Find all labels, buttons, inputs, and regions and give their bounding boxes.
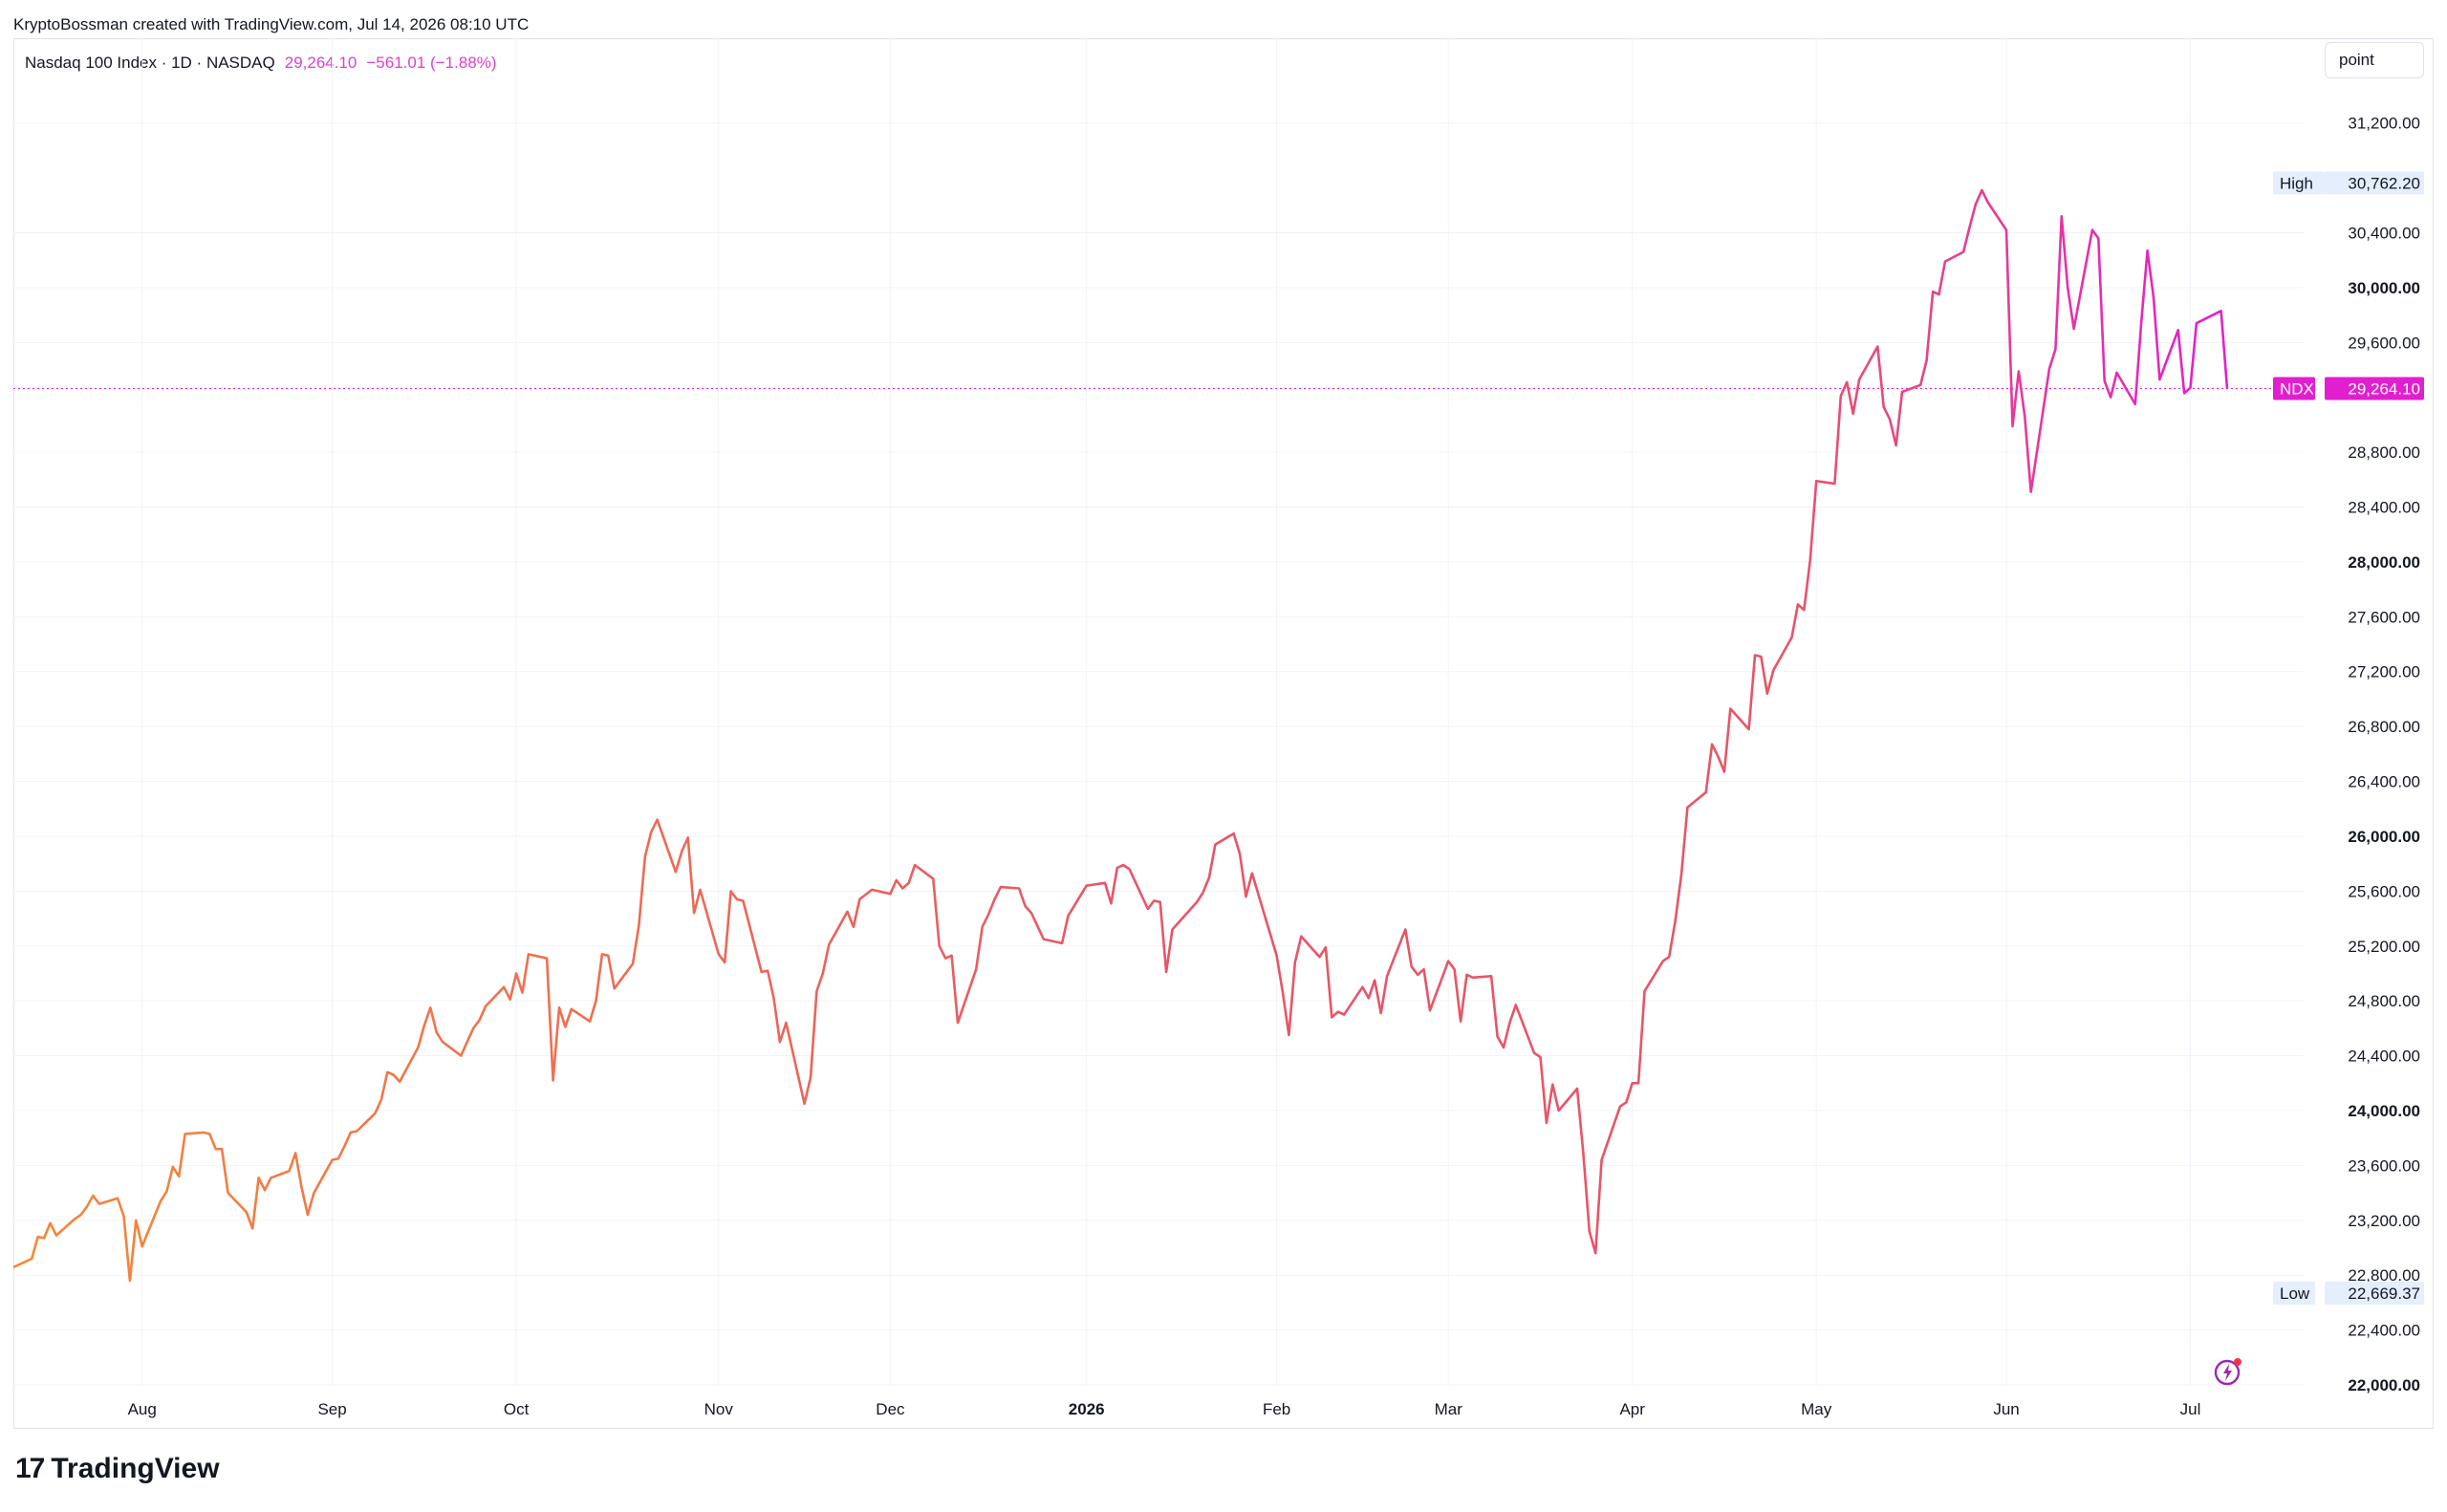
y-axis[interactable]: 31,200.00 30,400.00 30,000.00 29,600.00 28,8… — [2348, 115, 2420, 1394]
y-tick-label: 26,000.00 — [2348, 828, 2420, 846]
tradingview-mark-icon: 17 — [15, 1453, 45, 1484]
y-tick-label: 23,600.00 — [2348, 1156, 2420, 1175]
x-tick-label: Feb — [1263, 1400, 1290, 1418]
x-tick-label: Oct — [504, 1400, 530, 1418]
legend-symbol[interactable]: Nasdaq 100 Index · 1D · NASDAQ — [25, 54, 275, 72]
y-tick-label: 31,200.00 — [2348, 115, 2420, 133]
x-axis[interactable]: Aug Sep Oct Nov Dec 2026 Feb Mar Apr May Jun Jul — [128, 1400, 2201, 1418]
high-badge: High 30,762.20 — [2273, 171, 2424, 195]
y-tick-label: 27,200.00 — [2348, 663, 2420, 681]
chart-credit: KryptoBossman created with TradingView.c… — [13, 15, 530, 33]
y-tick-label: 22,400.00 — [2348, 1322, 2420, 1340]
y-tick-label: 28,400.00 — [2348, 499, 2420, 517]
price-series-line[interactable] — [12, 188, 2229, 1283]
y-tick-label: 28,800.00 — [2348, 443, 2420, 462]
y-tick-label: 22,000.00 — [2348, 1376, 2420, 1394]
y-tick-label: 29,600.00 — [2348, 334, 2420, 352]
low-badge-tag: Low — [2280, 1285, 2310, 1303]
y-tick-label: 24,000.00 — [2348, 1102, 2420, 1120]
x-tick-label: Dec — [876, 1400, 905, 1418]
price-unit-button[interactable]: point — [2325, 42, 2424, 78]
high-badge-value: 30,762.20 — [2348, 175, 2420, 193]
x-tick-label: Apr — [1619, 1400, 1645, 1418]
chart-legend[interactable]: Nasdaq 100 Index · 1D · NASDAQ 29,264.10… — [25, 54, 496, 73]
high-badge-tag: High — [2280, 175, 2313, 193]
x-tick-label: Mar — [1435, 1400, 1463, 1418]
y-tick-label: 22,800.00 — [2348, 1266, 2420, 1285]
y-tick-label: 26,400.00 — [2348, 773, 2420, 791]
low-badge: Low 22,669.37 — [2273, 1281, 2424, 1305]
flash-icon[interactable] — [2212, 1355, 2244, 1388]
y-tick-label: 26,800.00 — [2348, 718, 2420, 736]
last-price-badge-value: 29,264.10 — [2348, 380, 2420, 399]
price-badges: High 30,762.20 Low 22,669.37 NDX 29,264.10 — [2273, 171, 2424, 1305]
y-tick-label: 25,200.00 — [2348, 938, 2420, 956]
legend-price: 29,264.10 — [284, 54, 357, 72]
x-tick-label: Jun — [1993, 1400, 2019, 1418]
y-tick-label: 30,000.00 — [2348, 279, 2420, 297]
x-tick-label: 2026 — [1069, 1400, 1105, 1418]
chart-frame — [13, 38, 2434, 1429]
last-price-badge-tag: NDX — [2280, 380, 2314, 399]
x-tick-label: Aug — [128, 1400, 157, 1418]
tradingview-wordmark: TradingView — [51, 1453, 220, 1484]
tradingview-logo[interactable]: 17 TradingView — [15, 1453, 220, 1485]
y-tick-label: 24,400.00 — [2348, 1048, 2420, 1066]
y-tick-label: 24,800.00 — [2348, 992, 2420, 1010]
x-tick-label: May — [1801, 1400, 1832, 1418]
legend-change: −561.01 (−1.88%) — [366, 54, 497, 72]
low-badge-value: 22,669.37 — [2348, 1285, 2420, 1303]
y-tick-label: 25,600.00 — [2348, 882, 2420, 900]
x-tick-label: Jul — [2180, 1400, 2201, 1418]
x-tick-label: Sep — [317, 1400, 346, 1418]
y-tick-label: 27,600.00 — [2348, 608, 2420, 626]
x-tick-label: Nov — [704, 1400, 734, 1418]
last-price-badge: NDX 29,264.10 — [2273, 377, 2424, 400]
y-tick-label: 23,200.00 — [2348, 1212, 2420, 1230]
y-tick-label: 30,400.00 — [2348, 225, 2420, 243]
y-tick-label: 28,000.00 — [2348, 553, 2420, 572]
grid-lines — [13, 38, 2304, 1386]
